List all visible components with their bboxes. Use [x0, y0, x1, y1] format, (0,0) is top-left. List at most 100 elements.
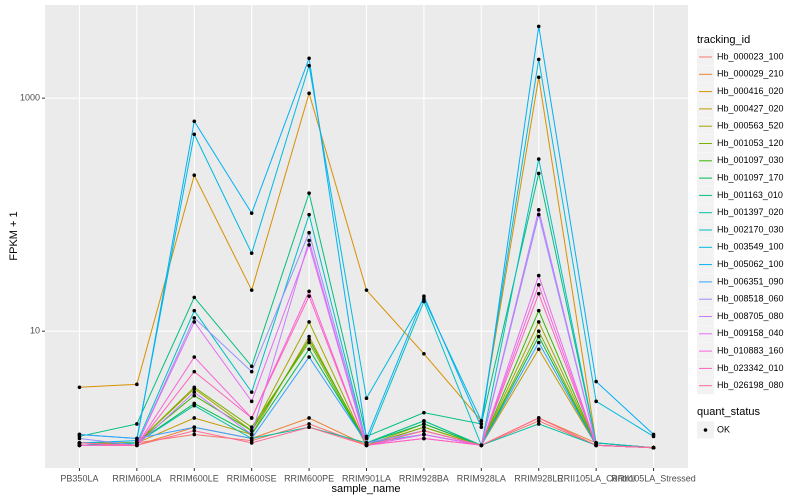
- point: [249, 369, 254, 374]
- legend-label: Hb_005062_100: [717, 259, 784, 269]
- point: [536, 422, 541, 426]
- point: [192, 425, 197, 430]
- x-tick-label: RRII105LA_Stressed: [611, 473, 696, 483]
- legend-label: Hb_002170_030: [717, 224, 784, 234]
- legend-label: Hb_008518_060: [717, 294, 784, 304]
- x-tick-label: PB350LA: [60, 473, 98, 483]
- point: [594, 399, 598, 404]
- legend-label: Hb_000427_020: [717, 103, 784, 113]
- x-tick-label: RRII105LA_Control: [557, 473, 635, 483]
- point: [422, 425, 426, 430]
- point: [479, 419, 484, 423]
- point: [536, 75, 541, 80]
- point: [364, 396, 369, 401]
- point: [192, 385, 197, 390]
- point: [536, 171, 541, 176]
- point: [536, 24, 541, 29]
- point: [536, 329, 541, 334]
- point: [536, 320, 541, 324]
- legend-label: Hb_010883_160: [717, 345, 784, 355]
- point: [192, 355, 197, 359]
- point: [307, 238, 311, 243]
- point: [192, 403, 197, 408]
- point: [307, 289, 311, 294]
- point: [307, 294, 311, 298]
- point: [192, 320, 197, 324]
- point: [192, 432, 197, 437]
- x-tick-label: RRIM928BA: [399, 473, 449, 483]
- point: [307, 243, 311, 247]
- point: [192, 369, 197, 374]
- x-tick-label: RRIM600LE: [170, 473, 219, 483]
- point: [536, 157, 541, 161]
- legend-label: Hb_000563_520: [717, 121, 784, 131]
- legend-label: Hb_008705_080: [717, 311, 784, 321]
- point: [192, 390, 197, 394]
- x-axis-title: sample_name: [331, 483, 400, 495]
- point: [364, 288, 369, 292]
- point: [307, 337, 311, 342]
- point: [594, 379, 598, 384]
- point: [192, 119, 197, 124]
- x-tick-label: RRIM600LA: [112, 473, 161, 483]
- point: [422, 436, 426, 441]
- point: [536, 283, 541, 287]
- point: [77, 385, 82, 390]
- point: [192, 295, 197, 300]
- point: [422, 351, 426, 356]
- x-tick-label: RRIM600PE: [284, 473, 334, 483]
- point: [536, 308, 541, 313]
- legend-label: Hb_001397_020: [717, 207, 784, 217]
- point: [307, 63, 311, 68]
- point: [536, 347, 541, 352]
- point: [422, 422, 426, 426]
- legend-title: quant_status: [697, 406, 760, 418]
- point: [536, 212, 541, 217]
- legend-label: Hb_001053_120: [717, 138, 784, 148]
- point: [249, 432, 254, 437]
- point: [536, 273, 541, 278]
- point: [135, 443, 139, 448]
- point: [307, 91, 311, 96]
- point: [307, 347, 311, 352]
- point: [307, 355, 311, 359]
- point: [479, 425, 484, 430]
- point: [479, 422, 484, 426]
- x-tick-label: RRIM600SE: [227, 473, 277, 483]
- legend-label: OK: [717, 424, 730, 434]
- legend-label: Hb_001097_170: [717, 172, 784, 182]
- point: [135, 382, 139, 387]
- point: [307, 340, 311, 345]
- legend-label: Hb_026198_080: [717, 380, 784, 390]
- point: [422, 428, 426, 433]
- point: [77, 441, 82, 445]
- y-tick-label: 10: [30, 326, 40, 336]
- point: [192, 416, 197, 420]
- legend-label: Hb_001163_010: [717, 190, 783, 200]
- point: [249, 364, 254, 369]
- point: [536, 334, 541, 339]
- y-tick-label: 1000: [20, 93, 40, 103]
- point: [192, 173, 197, 178]
- y-axis-title: FPKM + 1: [8, 211, 20, 260]
- point: [307, 191, 311, 195]
- point: [536, 57, 541, 62]
- point: [422, 419, 426, 423]
- point: [77, 432, 82, 437]
- point: [479, 443, 484, 448]
- point: [192, 428, 197, 433]
- point: [594, 443, 598, 448]
- point: [249, 428, 254, 433]
- point: [364, 443, 369, 448]
- point: [422, 296, 426, 301]
- point: [536, 291, 541, 296]
- legend-label: Hb_000416_020: [717, 86, 784, 96]
- point: [536, 416, 541, 420]
- point: [77, 436, 82, 441]
- point: [192, 132, 197, 137]
- point: [307, 212, 311, 217]
- point: [422, 294, 426, 298]
- point: [249, 436, 254, 441]
- x-tick-label: RRIM928LA: [457, 473, 506, 483]
- point: [422, 432, 426, 437]
